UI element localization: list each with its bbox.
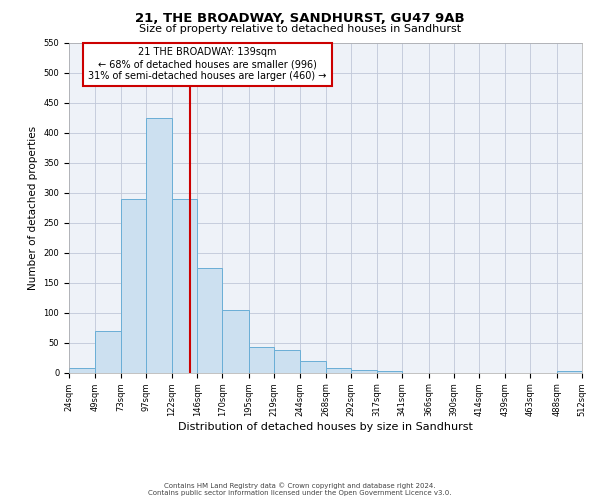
Bar — [351, 370, 377, 372]
Bar — [223, 310, 249, 372]
Bar — [69, 368, 95, 372]
Bar — [325, 368, 351, 372]
Text: 21 THE BROADWAY: 139sqm
← 68% of detached houses are smaller (996)
31% of semi-d: 21 THE BROADWAY: 139sqm ← 68% of detache… — [88, 48, 326, 80]
Text: Contains HM Land Registry data © Crown copyright and database right 2024.: Contains HM Land Registry data © Crown c… — [164, 482, 436, 489]
Y-axis label: Number of detached properties: Number of detached properties — [28, 126, 38, 290]
Bar — [557, 370, 582, 372]
Text: 21, THE BROADWAY, SANDHURST, GU47 9AB: 21, THE BROADWAY, SANDHURST, GU47 9AB — [135, 12, 465, 26]
Bar — [95, 330, 121, 372]
Bar — [146, 118, 172, 372]
Bar — [274, 350, 300, 372]
Bar — [172, 198, 197, 372]
Bar — [197, 268, 223, 372]
Bar — [249, 346, 274, 372]
Text: Contains public sector information licensed under the Open Government Licence v3: Contains public sector information licen… — [148, 490, 452, 496]
Text: Size of property relative to detached houses in Sandhurst: Size of property relative to detached ho… — [139, 24, 461, 34]
Bar — [121, 198, 146, 372]
X-axis label: Distribution of detached houses by size in Sandhurst: Distribution of detached houses by size … — [178, 422, 473, 432]
Bar — [300, 360, 325, 372]
